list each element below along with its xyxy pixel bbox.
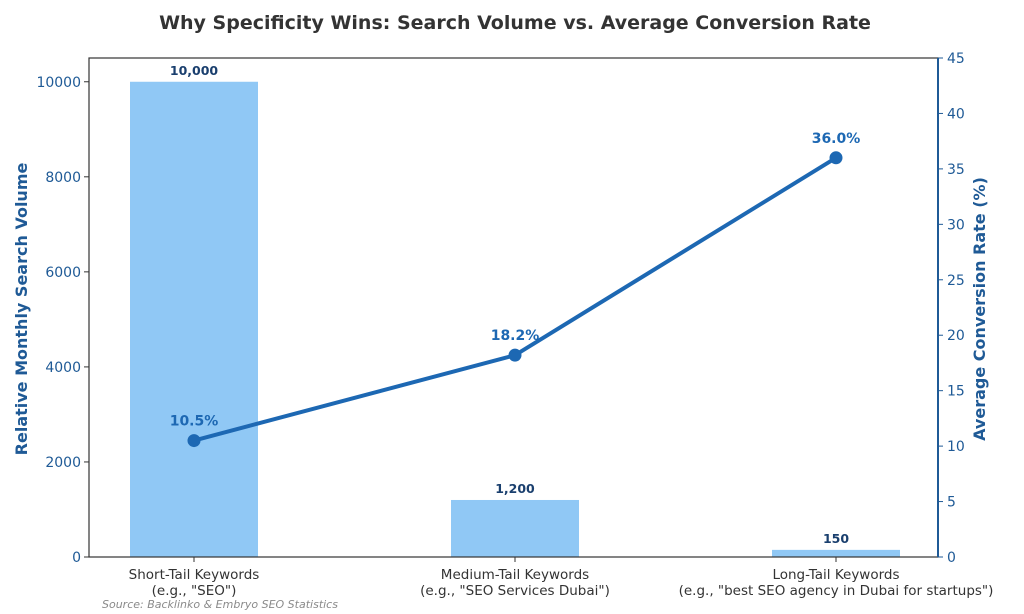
y-tick-label-right: 40	[947, 106, 965, 122]
line-data-label: 10.5%	[170, 414, 219, 430]
bar-data-label: 10,000	[170, 63, 219, 78]
line-data-label: 18.2%	[491, 328, 540, 344]
y-axis-label-left: Relative Monthly Search Volume	[12, 163, 31, 456]
x-tick-label: (e.g., "best SEO agency in Dubai for sta…	[679, 583, 994, 599]
bar	[772, 549, 900, 557]
line-data-label: 36.0%	[812, 131, 861, 147]
y-tick-label-right: 25	[947, 273, 965, 289]
chart-title: Why Specificity Wins: Search Volume vs. …	[159, 12, 871, 34]
bar-data-label: 150	[823, 531, 849, 546]
line-point	[508, 348, 522, 362]
x-tick-label: (e.g., "SEO Services Dubai")	[420, 583, 610, 599]
y-tick-label-right: 35	[947, 162, 965, 178]
y-axis-label-right: Average Conversion Rate (%)	[970, 177, 989, 441]
y-tick-label-right: 20	[947, 328, 965, 344]
y-tick-label-left: 6000	[45, 265, 81, 281]
conversion-line	[192, 155, 838, 443]
y-tick-label-right: 0	[947, 550, 956, 566]
bar	[130, 81, 258, 557]
bar	[451, 499, 579, 557]
y-tick-label-right: 5	[947, 495, 956, 511]
y-tick-label-right: 15	[947, 384, 965, 400]
y-tick-label-right: 45	[947, 51, 965, 67]
x-tick-label: (e.g., "SEO")	[152, 583, 237, 599]
y-tick-label-left: 10000	[36, 75, 81, 91]
line-point	[829, 151, 843, 165]
y-tick-label-left: 4000	[45, 360, 81, 376]
x-tick-label: Medium-Tail Keywords	[441, 567, 589, 583]
source-note: Source: Backlinko & Embryo SEO Statistic…	[102, 598, 338, 611]
y-tick-label-left: 2000	[45, 455, 81, 471]
bar-data-label: 1,200	[495, 481, 535, 496]
x-tick-label: Short-Tail Keywords	[129, 567, 260, 583]
line-point	[187, 434, 201, 448]
y-tick-label-left: 8000	[45, 170, 81, 186]
plot-area: 0 2000 4000 6000 8000 10000 0 5 10 15 20 25 30 35 40 45…	[36, 51, 993, 599]
y-tick-label-left: 0	[72, 550, 81, 566]
x-tick-label: Long-Tail Keywords	[772, 567, 899, 583]
y-tick-label-right: 30	[947, 217, 965, 233]
y-tick-label-right: 10	[947, 439, 965, 455]
